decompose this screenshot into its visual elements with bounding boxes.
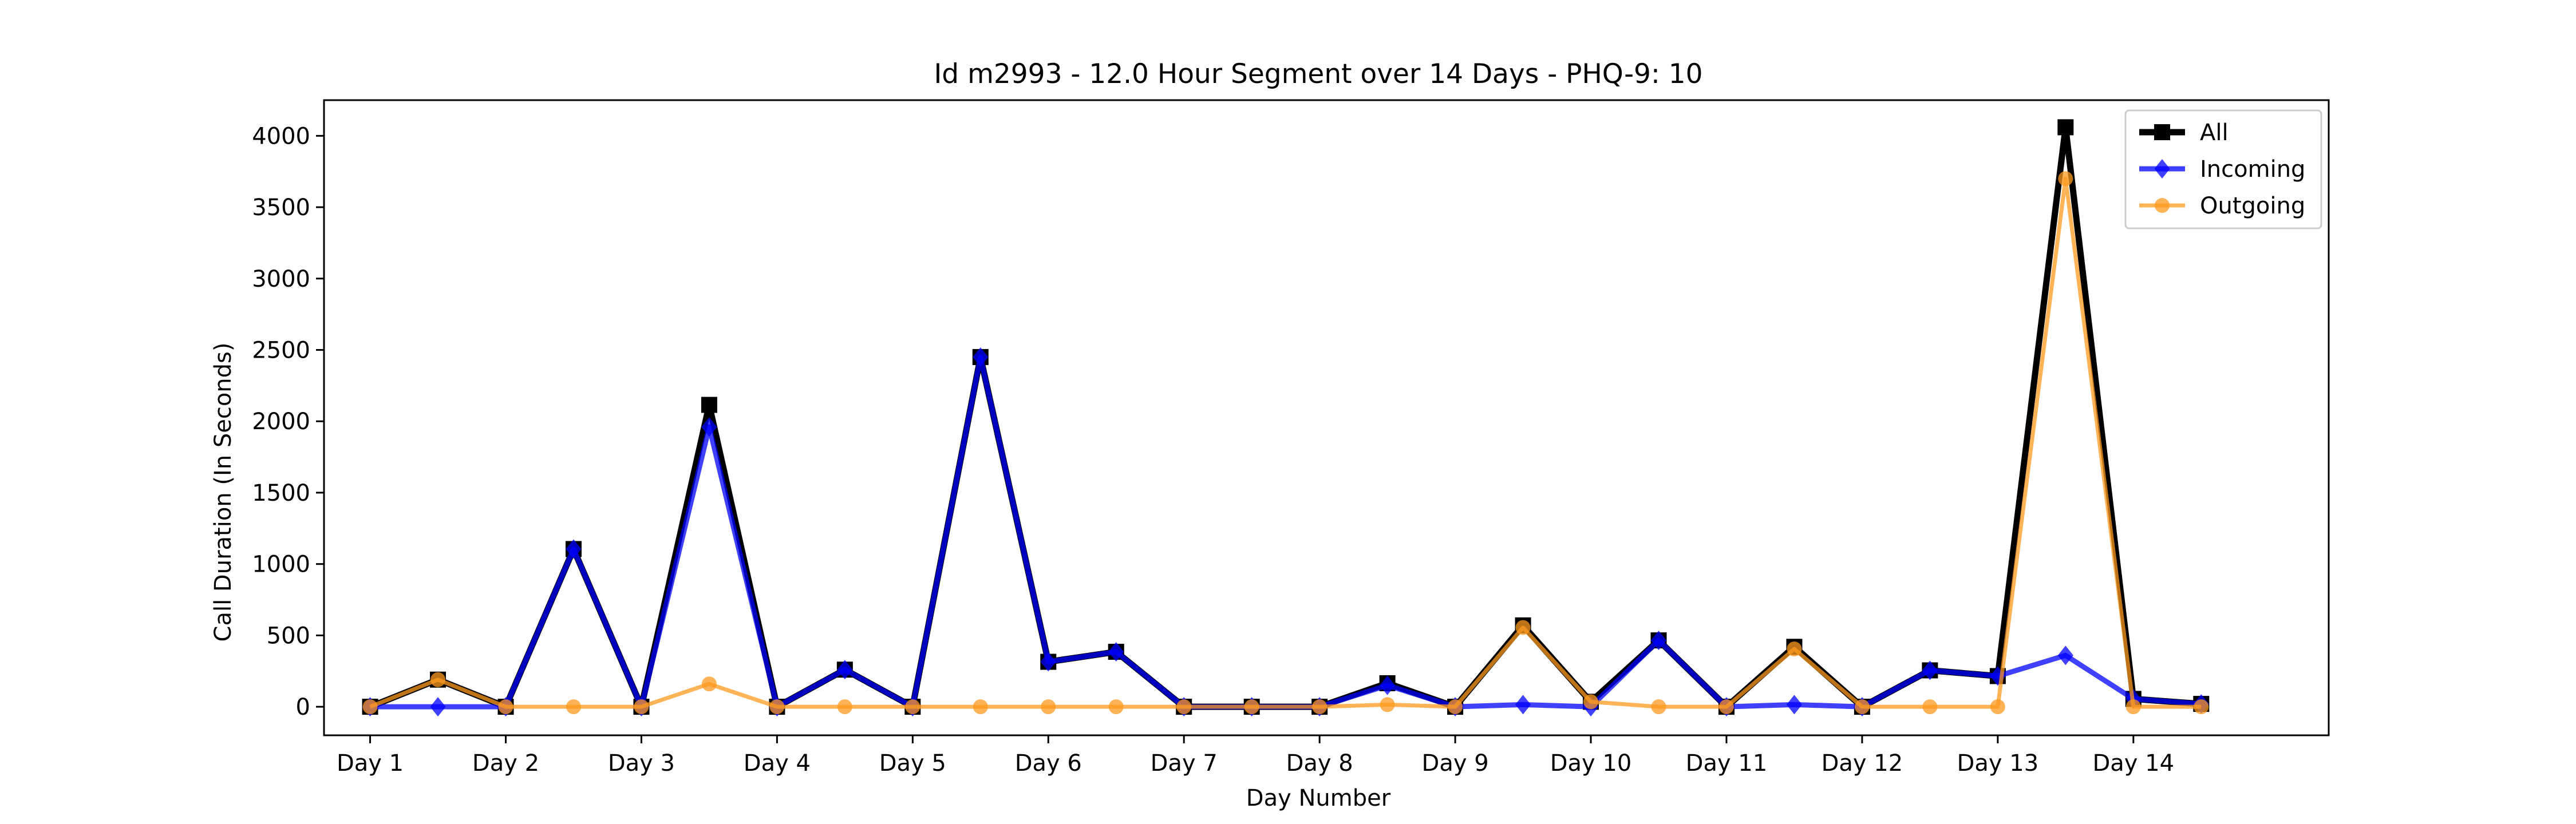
data-point-outgoing <box>2125 699 2141 715</box>
y-tick-label: 1000 <box>252 552 310 578</box>
data-point-outgoing <box>634 699 649 715</box>
y-tick-label: 1500 <box>252 480 310 506</box>
data-point-outgoing <box>1922 699 1938 715</box>
data-point-outgoing <box>1244 699 1259 715</box>
x-tick-label: Day 10 <box>1550 750 1632 777</box>
x-tick-label: Day 12 <box>1822 750 1903 777</box>
data-point-outgoing <box>1380 697 1395 712</box>
plot-area <box>362 119 2210 717</box>
data-point-outgoing <box>430 672 446 687</box>
data-point-incoming <box>2057 645 2073 665</box>
data-point-outgoing <box>1718 699 1734 715</box>
data-point-outgoing <box>566 699 581 715</box>
plot-frame <box>323 99 2330 736</box>
legend-marker <box>2154 124 2170 140</box>
y-axis-label: Call Duration (In Seconds) <box>210 343 236 642</box>
x-tick-label: Day 2 <box>472 750 539 777</box>
data-point-outgoing <box>1448 699 1463 715</box>
data-point-outgoing <box>973 699 988 715</box>
data-point-incoming <box>837 660 853 680</box>
legend-label: Outgoing <box>2200 193 2305 219</box>
legend-label: Incoming <box>2200 156 2305 183</box>
series-line-outgoing <box>369 176 2202 709</box>
y-tick-label: 2500 <box>252 338 310 364</box>
data-point-incoming <box>430 697 446 717</box>
series-line-all <box>369 124 2202 710</box>
data-point-outgoing <box>1176 699 1192 715</box>
x-tick-label: Day 11 <box>1686 750 1768 777</box>
legend: All Incoming Outgoing <box>2124 109 2322 229</box>
legend-item-incoming: Incoming <box>2139 156 2305 183</box>
data-point-outgoing <box>1990 699 2005 715</box>
x-tick-label: Day 9 <box>1422 750 1489 777</box>
data-point-incoming <box>1650 631 1667 651</box>
x-tick-label: Day 8 <box>1286 750 1353 777</box>
legend-marker <box>2155 198 2170 213</box>
x-tick-label: Day 5 <box>879 750 946 777</box>
data-point-all <box>701 397 717 413</box>
legend-box <box>2124 109 2322 229</box>
data-point-incoming <box>1380 675 1396 695</box>
data-point-incoming <box>1040 652 1056 672</box>
series-line-incoming <box>370 354 2202 710</box>
legend-marker <box>2154 159 2170 179</box>
series-incoming <box>362 347 2209 717</box>
data-point-outgoing <box>2194 699 2209 715</box>
series-outgoing <box>362 171 2209 715</box>
axes: 0 500 1000 1500 2000 2500 3000 3500 4000 Day 1 Day… <box>252 99 2330 777</box>
data-point-incoming <box>1786 695 1803 715</box>
data-point-all <box>2057 119 2074 136</box>
data-point-outgoing <box>701 676 717 692</box>
x-axis-label: Day Number <box>1246 785 1391 811</box>
data-point-outgoing <box>769 699 785 715</box>
y-tick-label: 0 <box>296 694 310 720</box>
y-tick-label: 500 <box>267 623 310 649</box>
x-tick-label: Day 7 <box>1151 750 1218 777</box>
data-point-outgoing <box>1312 699 1327 715</box>
data-point-outgoing <box>1108 699 1124 715</box>
data-point-outgoing <box>1041 699 1056 715</box>
data-point-outgoing <box>362 699 378 715</box>
legend-item-all: All <box>2139 120 2229 146</box>
data-point-outgoing <box>905 699 920 715</box>
data-point-outgoing <box>2058 171 2073 187</box>
legend-item-outgoing: Outgoing <box>2139 193 2305 219</box>
x-tick-label: Day 6 <box>1015 750 1082 777</box>
data-point-incoming <box>566 539 582 559</box>
x-tick-label: Day 4 <box>744 750 811 777</box>
data-point-outgoing <box>837 699 852 715</box>
y-tick-label: 2000 <box>252 409 310 435</box>
y-tick-label: 4000 <box>252 123 310 149</box>
data-point-outgoing <box>1854 699 1870 715</box>
legend-label: All <box>2200 120 2229 146</box>
data-point-outgoing <box>1583 694 1599 710</box>
data-point-incoming <box>701 417 717 437</box>
data-point-incoming <box>1108 642 1124 662</box>
y-tick-label: 3500 <box>252 195 310 221</box>
x-tick-label: Day 1 <box>337 750 404 777</box>
data-point-incoming <box>1922 660 1938 680</box>
data-point-outgoing <box>1651 699 1666 715</box>
data-point-outgoing <box>498 699 513 715</box>
data-point-incoming <box>973 347 989 367</box>
data-point-incoming <box>1515 695 1531 715</box>
series-all <box>362 119 2210 715</box>
x-tick-label: Day 3 <box>608 750 675 777</box>
data-point-outgoing <box>1787 641 1802 657</box>
x-tick-label: Day 13 <box>1957 750 2039 777</box>
x-tick-label: Day 14 <box>2092 750 2174 777</box>
data-point-outgoing <box>1515 620 1531 635</box>
y-tick-label: 3000 <box>252 266 310 292</box>
chart-title: Id m2993 - 12.0 Hour Segment over 14 Day… <box>934 58 1702 90</box>
